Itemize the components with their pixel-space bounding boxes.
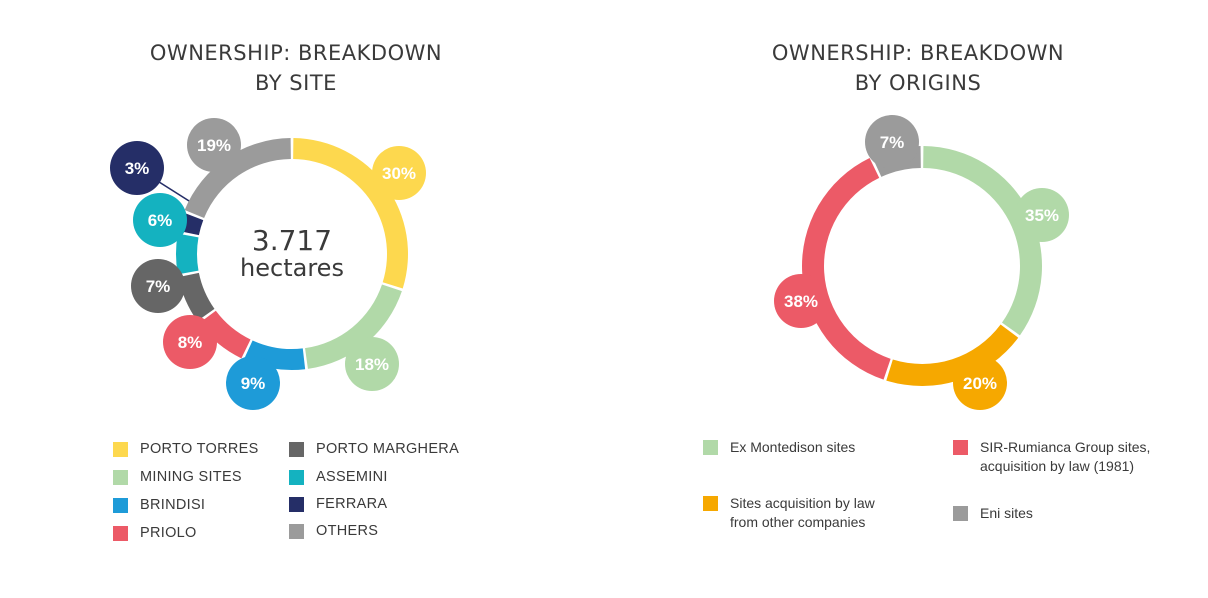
legend-label: Eni sites bbox=[980, 505, 1033, 521]
legend-item: PORTO TORRES bbox=[113, 440, 259, 459]
legend-swatch bbox=[113, 498, 128, 513]
donut-slice-sites-acquisition-by-law bbox=[886, 324, 1019, 387]
legend-item: PORTO MARGHERA bbox=[289, 440, 459, 459]
legend-swatch bbox=[113, 470, 128, 485]
legend-item: PRIOLO bbox=[113, 524, 197, 543]
legend-label: ASSEMINI bbox=[316, 469, 388, 485]
legend-item: OTHERS bbox=[289, 522, 378, 541]
legend-label: MINING SITES bbox=[140, 469, 242, 485]
legend-label: OTHERS bbox=[316, 523, 379, 539]
value-bubble bbox=[163, 315, 217, 369]
legend-item: FERRARA bbox=[289, 495, 387, 514]
data-label: 19% bbox=[197, 136, 231, 155]
value-bubble bbox=[345, 337, 399, 391]
legend-item: Sites acquisition by law from other comp… bbox=[703, 494, 875, 532]
legend-swatch bbox=[289, 524, 304, 539]
value-bubble bbox=[372, 146, 426, 200]
legend-swatch bbox=[289, 442, 304, 457]
legend-swatch bbox=[113, 526, 128, 541]
legend-item: BRINDISI bbox=[113, 496, 205, 515]
donut-slice-ex-montedison-sites bbox=[923, 146, 1043, 336]
legend-swatch bbox=[289, 497, 304, 512]
center-unit: hectares bbox=[240, 254, 344, 282]
data-label: 35% bbox=[1025, 206, 1059, 225]
data-label: 3% bbox=[125, 159, 150, 178]
legend-label: PORTO MARGHERA bbox=[316, 441, 460, 457]
data-label: 8% bbox=[178, 333, 203, 352]
data-label: 20% bbox=[963, 374, 997, 393]
donut-slice-sir-rumianca-group-sites- bbox=[802, 158, 891, 380]
value-bubble bbox=[774, 274, 828, 328]
legend-label: Sites acquisition by law from other comp… bbox=[730, 495, 875, 530]
donut-slice-others bbox=[184, 138, 291, 218]
data-label: 9% bbox=[241, 374, 266, 393]
data-label: 38% bbox=[784, 292, 818, 311]
value-bubble bbox=[226, 356, 280, 410]
value-bubble bbox=[110, 141, 164, 195]
legend-item: Eni sites bbox=[953, 504, 1033, 523]
value-bubble bbox=[1015, 188, 1069, 242]
donut-slice-porto-torres bbox=[293, 138, 409, 289]
legend-label: PRIOLO bbox=[140, 525, 197, 541]
chart-title-by-site: OWNERSHIP: BREAKDOWN BY SITE bbox=[96, 38, 496, 98]
value-bubble bbox=[865, 115, 919, 169]
data-label: 18% bbox=[355, 355, 389, 374]
legend-item: MINING SITES bbox=[113, 468, 242, 487]
donut-slice-priolo bbox=[198, 310, 251, 359]
value-bubble bbox=[953, 356, 1007, 410]
legend-label: FERRARA bbox=[316, 496, 388, 512]
legend-swatch bbox=[953, 440, 968, 455]
legend-swatch bbox=[703, 440, 718, 455]
legend-item: Ex Montedison sites bbox=[703, 438, 855, 457]
legend-swatch bbox=[289, 470, 304, 485]
legend-label: SIR-Rumianca Group sites, acquisition by… bbox=[980, 439, 1151, 474]
legend-label: Ex Montedison sites bbox=[730, 439, 856, 455]
value-bubble bbox=[187, 118, 241, 172]
data-label: 7% bbox=[880, 133, 905, 152]
legend-swatch bbox=[953, 506, 968, 521]
value-bubble bbox=[133, 193, 187, 247]
legend-item: SIR-Rumianca Group sites, acquisition by… bbox=[953, 438, 1150, 476]
legend-swatch bbox=[703, 496, 718, 511]
value-bubble bbox=[131, 259, 185, 313]
title-line: OWNERSHIP: BREAKDOWN bbox=[771, 41, 1065, 65]
title-line: BY ORIGINS bbox=[854, 71, 982, 95]
center-value: 3.717 bbox=[252, 224, 332, 257]
donut-slice-porto-marghera bbox=[178, 272, 215, 322]
legend-label: BRINDISI bbox=[140, 497, 206, 513]
title-line: BY SITE bbox=[255, 71, 337, 95]
legend-label: PORTO TORRES bbox=[140, 441, 259, 457]
data-label: 7% bbox=[146, 277, 171, 296]
legend-item: ASSEMINI bbox=[289, 468, 388, 487]
donut-slice-assemini bbox=[175, 233, 199, 275]
donut-slice-mining-sites bbox=[305, 284, 402, 369]
data-label: 30% bbox=[382, 164, 416, 183]
chart-title-by-origins: OWNERSHIP: BREAKDOWN BY ORIGINS bbox=[718, 38, 1118, 98]
donut-chart-2: 35% 20% 38% 7% bbox=[774, 115, 1069, 410]
title-line: OWNERSHIP: BREAKDOWN bbox=[149, 41, 443, 65]
legend-swatch bbox=[113, 442, 128, 457]
data-label: 6% bbox=[148, 211, 173, 230]
